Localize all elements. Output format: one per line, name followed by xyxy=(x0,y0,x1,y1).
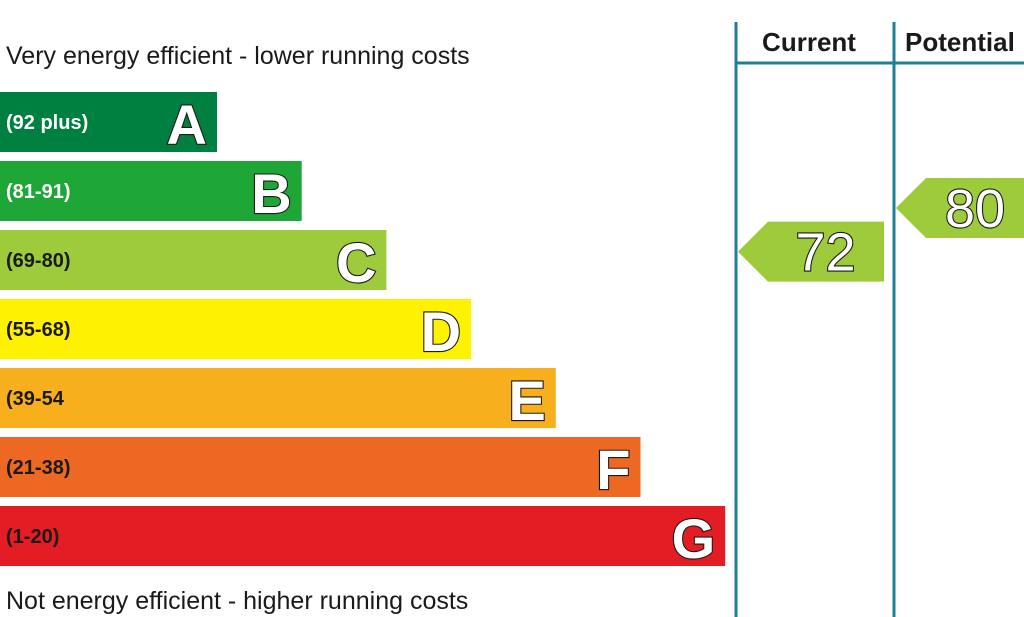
band-letter: F xyxy=(596,438,630,501)
band-range-label: (1-20) xyxy=(6,526,59,548)
band-bar-b xyxy=(0,161,302,221)
band-range-label: (92 plus) xyxy=(6,112,88,134)
band-letter: A xyxy=(167,93,207,156)
band-bar-e xyxy=(0,368,556,428)
band-range-label: (69-80) xyxy=(6,250,70,272)
band-range-label: (39-54 xyxy=(6,388,65,410)
band-c: (69-80) C xyxy=(0,230,387,295)
band-f: (21-38) F xyxy=(0,437,641,502)
band-bar-f xyxy=(0,437,641,497)
band-range-label: (81-91) xyxy=(6,181,70,203)
band-b: (81-91) B xyxy=(0,161,302,226)
band-bar-a xyxy=(0,92,217,152)
bottom-caption: Not energy efficient - higher running co… xyxy=(6,587,468,615)
rating-marker-current: 72 xyxy=(738,221,884,284)
band-range-label: (55-68) xyxy=(6,319,70,341)
band-letter: D xyxy=(421,300,461,363)
column-header-potential: Potential xyxy=(905,27,1015,57)
rating-marker-potential: 80 xyxy=(896,178,1024,240)
column-dividers xyxy=(734,22,1024,617)
band-letter: C xyxy=(336,231,376,294)
rating-value-current: 72 xyxy=(795,223,855,283)
band-d: (55-68) D xyxy=(0,299,472,364)
band-letter: E xyxy=(508,369,545,432)
band-range-label: (21-38) xyxy=(6,457,70,479)
rating-arrow-potential xyxy=(896,178,1024,238)
band-bar-g xyxy=(0,506,726,566)
top-caption: Very energy efficient - lower running co… xyxy=(6,42,470,70)
band-letter: G xyxy=(672,507,716,570)
rating-arrow-current xyxy=(738,221,884,282)
rating-markers: 72 80 xyxy=(738,178,1024,284)
rating-value-potential: 80 xyxy=(945,179,1005,239)
band-bar-c xyxy=(0,230,387,290)
band-a: (92 plus) A xyxy=(0,92,217,157)
band-e: (39-54 E xyxy=(0,368,556,433)
band-letter: B xyxy=(251,162,291,225)
band-g: (1-20) G xyxy=(0,506,726,571)
band-bar-d xyxy=(0,299,472,359)
rating-bands: (92 plus) A(81-91) B(69-80) C(55-68) D(39-54… xyxy=(0,92,726,571)
column-header-current: Current xyxy=(762,27,856,57)
